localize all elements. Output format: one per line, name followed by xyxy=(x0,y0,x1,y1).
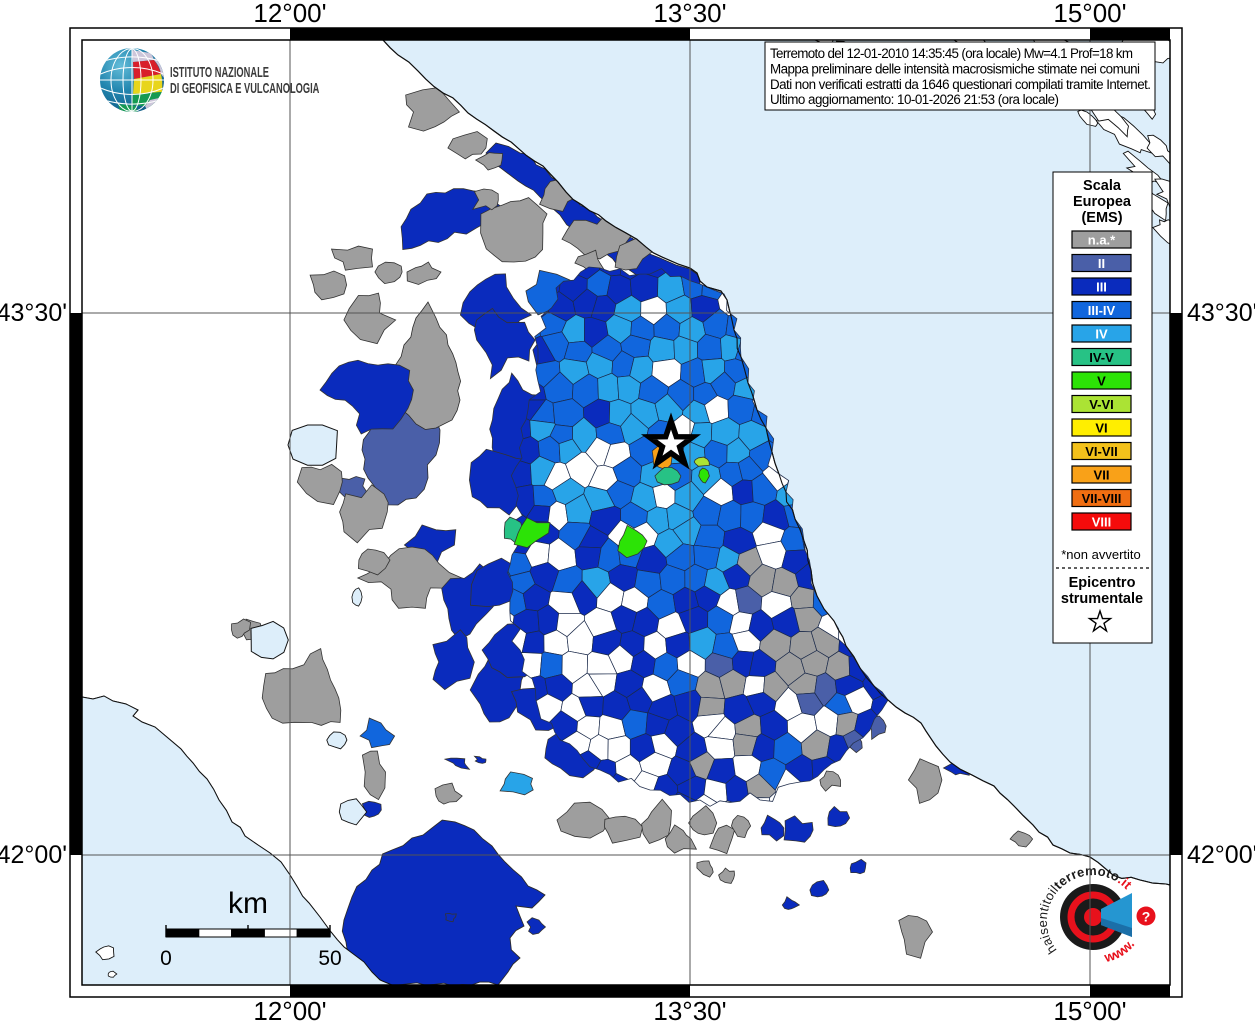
svg-text:43°30': 43°30' xyxy=(0,299,67,327)
svg-text:Dati non verificati estratti d: Dati non verificati estratti da 1646 que… xyxy=(770,77,1151,92)
svg-text:Epicentro: Epicentro xyxy=(1069,575,1136,591)
svg-text:12°00': 12°00' xyxy=(253,996,326,1024)
svg-text:50: 50 xyxy=(318,947,341,970)
svg-text:13°30': 13°30' xyxy=(653,0,726,28)
svg-text:VII: VII xyxy=(1094,468,1110,483)
svg-text:13°30': 13°30' xyxy=(653,996,726,1024)
svg-text:IV-V: IV-V xyxy=(1089,350,1114,365)
svg-text:km: km xyxy=(228,887,268,920)
svg-text:VII-VIII: VII-VIII xyxy=(1082,491,1122,506)
svg-text:12°00': 12°00' xyxy=(253,0,326,28)
svg-text:III: III xyxy=(1096,280,1107,295)
svg-text:V-VI: V-VI xyxy=(1089,397,1114,412)
svg-text:42°00': 42°00' xyxy=(1187,841,1255,869)
svg-text:II: II xyxy=(1098,256,1105,271)
svg-text:strumentale: strumentale xyxy=(1061,591,1143,607)
svg-text:*non avvertito: *non avvertito xyxy=(1061,547,1141,562)
svg-text:Terremoto del 12-01-2010 14:35: Terremoto del 12-01-2010 14:35:45 (ora l… xyxy=(770,46,1133,61)
svg-text:?: ? xyxy=(1142,909,1151,925)
svg-text:15°00': 15°00' xyxy=(1053,0,1126,28)
svg-text:15°00': 15°00' xyxy=(1053,996,1126,1024)
svg-text:IV: IV xyxy=(1095,327,1108,342)
svg-text:VIII: VIII xyxy=(1092,515,1112,530)
svg-text:ISTITUTO NAZIONALE: ISTITUTO NAZIONALE xyxy=(170,64,269,81)
svg-text:(EMS): (EMS) xyxy=(1081,210,1122,226)
svg-text:0: 0 xyxy=(160,947,172,970)
svg-text:III-IV: III-IV xyxy=(1088,303,1116,318)
svg-text:43°30': 43°30' xyxy=(1187,299,1255,327)
svg-text:Scala: Scala xyxy=(1083,178,1122,194)
svg-text:n.a.*: n.a.* xyxy=(1088,233,1116,248)
svg-text:42°00': 42°00' xyxy=(0,841,67,869)
svg-text:DI GEOFISICA E VULCANOLOGIA: DI GEOFISICA E VULCANOLOGIA xyxy=(170,80,319,97)
svg-text:V: V xyxy=(1097,374,1106,389)
svg-text:Ultimo aggiornamento: 10-01-20: Ultimo aggiornamento: 10-01-2026 21:53 (… xyxy=(770,92,1059,107)
svg-text:VI-VII: VI-VII xyxy=(1085,444,1118,459)
svg-text:VI: VI xyxy=(1095,421,1107,436)
svg-text:Mappa preliminare delle intens: Mappa preliminare delle intensità macros… xyxy=(770,62,1140,77)
svg-text:Europea: Europea xyxy=(1073,194,1132,210)
